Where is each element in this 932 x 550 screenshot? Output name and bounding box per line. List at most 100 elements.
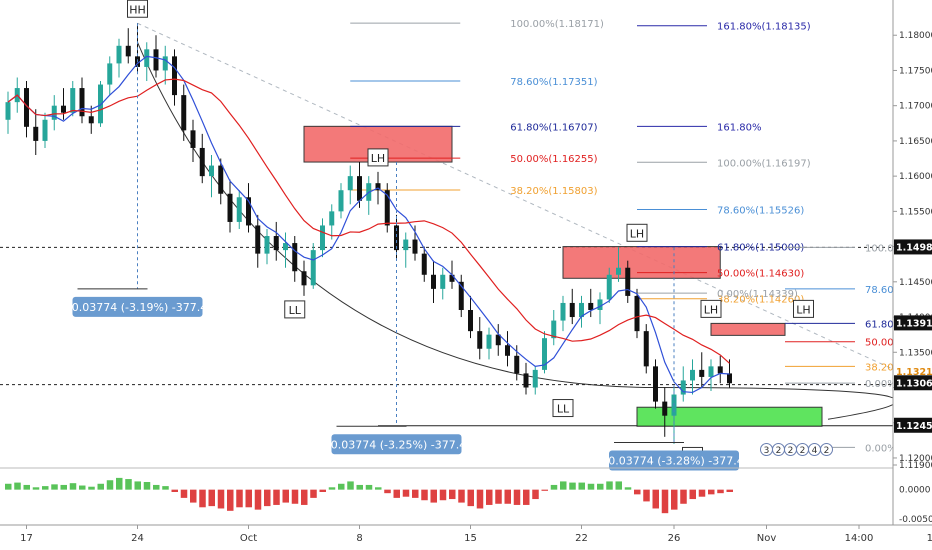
- fib-level-label: 78.60%(1.17351): [510, 77, 597, 88]
- candle-body: [403, 239, 409, 251]
- slow-moving-average: [7, 78, 730, 364]
- fib-level-label: 50.00%(1.14630): [717, 269, 804, 280]
- event-count: 2: [788, 446, 794, 456]
- measure-text: -0.03774 (-3.28%) -377.4: [604, 454, 743, 467]
- oscillator-bar: [476, 489, 484, 509]
- price-label-text: 1.13060: [896, 378, 932, 389]
- oscillator-bar: [458, 489, 465, 503]
- oscillator-bar: [338, 483, 345, 490]
- x-tick-label: 26: [668, 533, 681, 544]
- y-tick-label: 1.13500: [899, 348, 932, 358]
- candle-body: [551, 320, 557, 339]
- candle-body: [542, 338, 547, 370]
- candle-body: [643, 331, 649, 367]
- measure-box: [72, 296, 203, 317]
- fib-level-label: 78.60%(1.: [865, 285, 917, 296]
- price-label-box: [894, 239, 932, 255]
- candle-body: [579, 302, 584, 318]
- oscillator-bar: [60, 484, 67, 490]
- swing-label-box: [127, 0, 148, 18]
- oscillator-bar: [125, 479, 132, 490]
- oscillator-bar: [634, 489, 641, 495]
- oscillator-bar: [375, 487, 382, 490]
- candle-body: [153, 49, 159, 71]
- oscillator-bar: [560, 481, 567, 490]
- oscillator-bar: [384, 489, 391, 494]
- event-marker: [820, 443, 833, 456]
- event-count: 3: [764, 446, 770, 456]
- oscillator-bar: [171, 489, 178, 492]
- swing-label: LH: [704, 303, 718, 316]
- candle-body: [357, 176, 362, 201]
- candle-body: [431, 274, 436, 289]
- candle-body: [505, 345, 510, 356]
- candle-body: [727, 373, 732, 384]
- measure-text: -0.03774 (-3.25%) -377.4: [327, 438, 466, 451]
- oscillator-bar: [708, 489, 715, 495]
- price-label-text: 1.12457: [896, 421, 932, 432]
- y-tick-label: 1.16000: [899, 172, 932, 182]
- supply-zone: [710, 322, 786, 336]
- fib-level-label: 50.00%(1.: [865, 338, 917, 349]
- candle-body: [514, 355, 520, 374]
- candle-body: [116, 45, 122, 64]
- oscillator-bar: [97, 483, 104, 490]
- candle-body: [394, 225, 399, 251]
- candle-body: [51, 105, 57, 120]
- oscillator-pane: [0, 467, 893, 514]
- candle-body: [236, 197, 242, 222]
- oscillator-bar: [310, 489, 317, 498]
- candle-body: [33, 126, 39, 141]
- fib-level-label: 61.80%(1.16707): [510, 122, 597, 133]
- oscillator-bar: [717, 489, 724, 494]
- oscillator-bar: [319, 489, 326, 492]
- candle-body: [246, 197, 251, 226]
- oscillator-bar: [79, 485, 86, 490]
- fib-level-label: 0.00%(1.: [865, 443, 910, 454]
- candle-body: [523, 373, 529, 388]
- oscillator-bar: [106, 480, 114, 490]
- y-tick-label: 1.12000: [899, 454, 932, 464]
- swing-label-box: [700, 299, 722, 318]
- fib-level-label: 61.80%(1.15000): [717, 243, 804, 254]
- oscillator-bar: [14, 482, 21, 490]
- oscillator-bar: [486, 489, 493, 505]
- candle-body: [5, 102, 11, 120]
- candle-body: [199, 147, 205, 177]
- oscillator-bar: [550, 484, 558, 490]
- candle-body: [292, 243, 298, 272]
- swing-label-box: [367, 148, 389, 167]
- oscillator-bar: [347, 481, 354, 490]
- x-tick-label: 17: [20, 533, 33, 544]
- candle-body: [375, 183, 381, 191]
- oscillator-bar: [69, 483, 77, 490]
- oscillator-bar: [254, 489, 262, 510]
- oscillator-bar: [32, 487, 40, 490]
- candle-body: [24, 88, 29, 127]
- oscillator-bar: [439, 489, 447, 501]
- oscillator-bar: [587, 483, 595, 490]
- swing-label-box: [793, 299, 814, 318]
- x-tick-label: 14:00: [845, 533, 874, 544]
- fib-level-label: 38.20%(1.15803): [510, 186, 597, 197]
- event-count: 4: [812, 446, 818, 456]
- oscillator-bar: [652, 489, 659, 509]
- oscillator-bar: [227, 489, 234, 511]
- x-tick-label: Oct: [240, 533, 257, 544]
- candle-body: [338, 190, 344, 212]
- candle-body: [699, 369, 705, 377]
- swing-label: LH: [796, 303, 810, 316]
- y-tick-label: 1.14500: [899, 278, 932, 288]
- fib-level-label: 100.00%(1.16197): [717, 158, 811, 169]
- oscillator-bar: [643, 489, 650, 502]
- candle-body: [384, 190, 390, 226]
- price-label-box: [894, 315, 932, 331]
- x-tick-label: Nov: [757, 533, 777, 544]
- candle-body: [162, 56, 168, 71]
- candle-body: [107, 63, 113, 85]
- trend-guide-line: [137, 22, 932, 388]
- candle-body: [468, 310, 473, 332]
- event-count: 2: [776, 446, 782, 456]
